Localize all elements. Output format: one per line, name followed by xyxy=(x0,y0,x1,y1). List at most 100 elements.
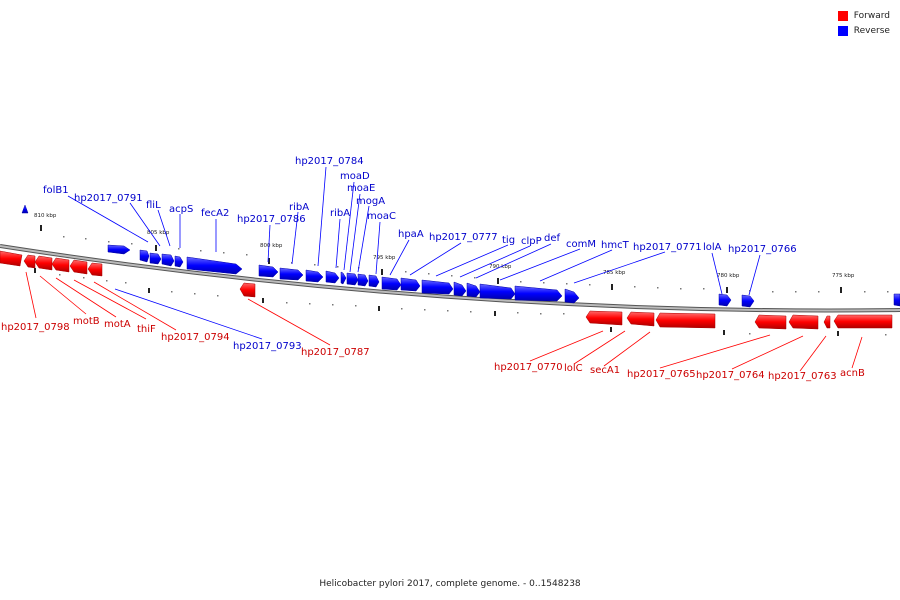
gene-arrow-reverse[interactable] xyxy=(400,277,421,292)
gene-label[interactable]: hp2017_0784 xyxy=(295,156,364,167)
genome-backbone xyxy=(0,244,900,313)
ticks xyxy=(34,225,842,336)
reverse-gene-labels: folB1 hp2017_0791 fliL acpS fecA2 hp2017… xyxy=(43,156,797,352)
gene-label[interactable]: tig xyxy=(502,235,515,246)
gene-arrow-forward[interactable] xyxy=(23,254,36,269)
gene-label[interactable]: lolC xyxy=(564,363,583,374)
gene-label[interactable]: hp2017_0764 xyxy=(696,370,765,381)
tick-label: 780 kbp xyxy=(717,273,740,279)
gene-label[interactable]: hp2017_0765 xyxy=(627,369,696,380)
gene-arrow-reverse[interactable] xyxy=(741,294,755,308)
gene-arrow-reverse[interactable] xyxy=(346,272,359,286)
gene-arrow-reverse[interactable] xyxy=(453,281,467,297)
reverse-leader-lines xyxy=(67,166,761,340)
gene-label[interactable]: def xyxy=(544,233,561,244)
gene-label[interactable]: thiF xyxy=(137,324,156,335)
gene-label[interactable]: hp2017_0798 xyxy=(1,322,70,333)
gene-arrow-forward[interactable] xyxy=(51,257,70,273)
gene-arrow-reverse[interactable] xyxy=(340,271,347,285)
gene-arrow-forward[interactable] xyxy=(754,314,787,330)
gene-arrow-forward[interactable] xyxy=(69,259,88,275)
genome-backbone-highlight xyxy=(0,245,900,312)
gene-arrow-reverse[interactable] xyxy=(421,279,454,295)
gene-arrow-reverse[interactable] xyxy=(107,244,131,255)
gene-arrow-reverse[interactable] xyxy=(161,253,175,267)
gene-label[interactable]: hp2017_0770 xyxy=(494,362,563,373)
tick-label: 775 kbp xyxy=(832,273,855,279)
gene-label[interactable]: comM xyxy=(566,239,596,250)
tick-label: 810 kbp xyxy=(34,213,57,219)
gene-arrow-forward[interactable] xyxy=(239,282,256,298)
tick-label: 805 kbp xyxy=(147,230,170,236)
tick-label: 785 kbp xyxy=(603,270,626,276)
forward-swatch xyxy=(837,10,848,21)
gene-arrow-reverse[interactable] xyxy=(514,285,563,302)
gene-arrow-reverse[interactable] xyxy=(174,255,184,268)
gene-arrow-reverse[interactable] xyxy=(564,288,580,304)
gene-label[interactable]: moaC xyxy=(367,211,396,222)
gene-label[interactable]: hmcT xyxy=(601,240,630,251)
gene-arrow-reverse[interactable] xyxy=(258,264,279,278)
gene-arrow-reverse[interactable] xyxy=(305,269,324,283)
gene-label[interactable]: fliL xyxy=(146,200,161,211)
gene-label[interactable]: hp2017_0787 xyxy=(301,347,370,358)
gene-arrow-forward[interactable] xyxy=(626,311,655,327)
gene-arrow-forward[interactable] xyxy=(34,255,53,271)
gene-label[interactable]: hp2017_0777 xyxy=(429,232,498,243)
gene-arrow-reverse[interactable] xyxy=(279,267,304,281)
gene-arrow-forward[interactable] xyxy=(823,315,831,329)
gene-arrow-reverse[interactable] xyxy=(479,283,516,300)
gene-label[interactable]: clpP xyxy=(521,236,542,247)
gene-arrow-forward[interactable] xyxy=(87,262,103,277)
gene-arrow-forward[interactable] xyxy=(833,314,893,329)
gene-arrow-reverse[interactable] xyxy=(139,249,150,263)
gene-arrow-reverse[interactable] xyxy=(149,252,162,265)
gene-arrow-forward[interactable] xyxy=(0,250,23,267)
forward-gene-labels: hp2017_0798 motB motA thiF hp2017_0794 h… xyxy=(1,316,865,382)
gene-arrow-reverse[interactable] xyxy=(21,204,29,214)
gene-label[interactable]: hp2017_0791 xyxy=(74,193,143,204)
gene-arrow-reverse[interactable] xyxy=(893,293,900,307)
gene-label[interactable]: hp2017_0786 xyxy=(237,214,306,225)
gene-arrow-reverse[interactable] xyxy=(325,270,340,284)
tick-label: 795 kbp xyxy=(373,255,396,261)
gene-label[interactable]: moaD xyxy=(340,171,370,182)
gene-label[interactable]: hp2017_0763 xyxy=(768,371,837,382)
gene-label[interactable]: acnB xyxy=(840,368,865,379)
gene-label[interactable]: mogA xyxy=(356,196,385,207)
gene-arrow-reverse[interactable] xyxy=(186,256,243,275)
legend-label: Forward xyxy=(853,10,890,21)
gene-label[interactable]: moaE xyxy=(347,183,375,194)
gene-label[interactable]: folB1 xyxy=(43,185,69,196)
gene-label[interactable]: secA1 xyxy=(590,365,620,376)
forward-genes xyxy=(0,250,893,330)
gene-label[interactable]: fecA2 xyxy=(201,208,229,219)
gene-arrow-reverse[interactable] xyxy=(368,274,380,288)
gene-arrow-reverse[interactable] xyxy=(466,282,481,298)
gene-label[interactable]: motB xyxy=(73,316,100,327)
gene-label[interactable]: hp2017_0794 xyxy=(161,332,230,343)
forward-leader-lines xyxy=(25,271,863,372)
gene-label[interactable]: lolA xyxy=(703,242,722,253)
gene-label[interactable]: hpaA xyxy=(398,229,424,240)
gene-arrow-forward[interactable] xyxy=(788,314,819,330)
gene-label[interactable]: hp2017_0793 xyxy=(233,341,302,352)
minor-ticks xyxy=(59,236,889,336)
reverse-swatch xyxy=(837,25,848,36)
gene-arrow-reverse[interactable] xyxy=(718,293,732,307)
gene-label[interactable]: hp2017_0766 xyxy=(728,244,797,255)
gene-label[interactable]: ribA xyxy=(330,208,350,219)
gene-arrow-reverse[interactable] xyxy=(381,276,402,291)
gene-label[interactable]: hp2017_0771 xyxy=(633,242,702,253)
gene-arrow-reverse[interactable] xyxy=(357,273,369,287)
reverse-genes xyxy=(21,204,900,308)
legend-item-forward[interactable]: Forward xyxy=(837,8,890,23)
legend-item-reverse[interactable]: Reverse xyxy=(837,23,890,38)
gene-label[interactable]: ribA xyxy=(289,202,309,213)
gene-label[interactable]: motA xyxy=(104,319,131,330)
gene-label[interactable]: acpS xyxy=(169,204,193,215)
genome-caption: Helicobacter pylori 2017, complete genom… xyxy=(319,579,581,589)
gene-arrow-forward[interactable] xyxy=(655,312,716,329)
gene-arrow-forward[interactable] xyxy=(585,310,623,326)
